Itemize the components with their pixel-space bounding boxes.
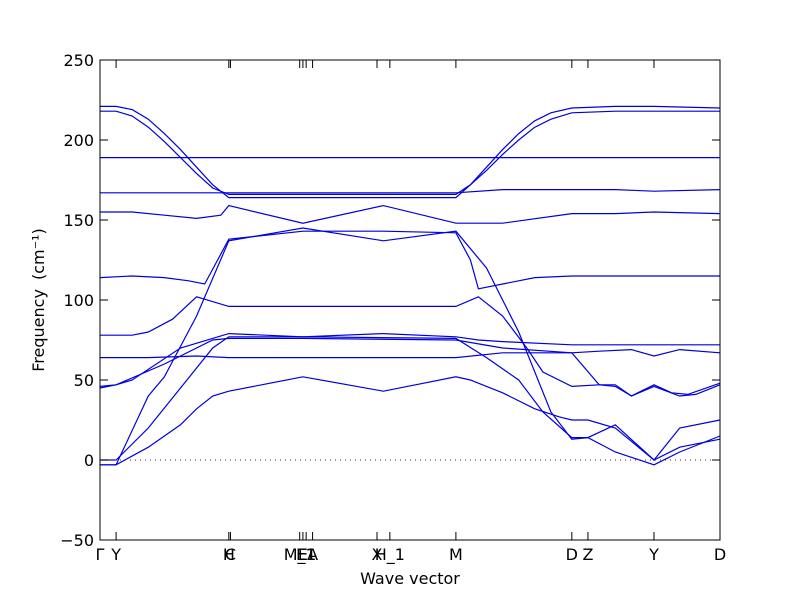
band-8 xyxy=(99,230,720,290)
y-axis: −50 0 50 100 150 200 250 xyxy=(60,51,720,550)
band-12 xyxy=(100,105,721,199)
band-4 xyxy=(99,332,720,389)
y-tick-label: 50 xyxy=(74,371,94,390)
x-tick-label: Y xyxy=(648,545,659,564)
phonon-bands xyxy=(99,105,721,466)
x-tick-label: A xyxy=(307,545,318,564)
band-10 xyxy=(100,189,721,194)
band-9 xyxy=(100,204,721,224)
y-tick-label: 0 xyxy=(84,451,94,470)
y-tick-label: 150 xyxy=(63,211,94,230)
band-6 xyxy=(100,296,721,397)
x-tick-label: M_1 xyxy=(284,545,316,565)
x-tick-label: D xyxy=(714,545,726,564)
y-tick-label: −50 xyxy=(60,531,94,550)
x-tick-label: C xyxy=(225,545,236,564)
y-axis-label-unit: (cm⁻¹) xyxy=(29,228,48,280)
x-tick-label: Y xyxy=(110,545,121,564)
x-tick-label: M xyxy=(449,545,463,564)
x-tick-label: H xyxy=(223,545,235,564)
x-axis-label: Wave vector xyxy=(360,569,460,588)
y-axis-label: Frequency (cm⁻¹) xyxy=(29,228,48,371)
y-tick-label: 200 xyxy=(63,131,94,150)
x-tick-label: H_1 xyxy=(375,545,405,565)
x-tick-label: E xyxy=(298,545,308,564)
band-2 xyxy=(100,336,721,461)
y-tick-label: 250 xyxy=(63,51,94,70)
x-tick-label: Γ xyxy=(96,545,105,564)
band-3 xyxy=(100,227,721,466)
y-axis-label-text: Frequency xyxy=(29,289,48,372)
y-tick-label: 100 xyxy=(63,291,94,310)
band-13 xyxy=(100,110,720,195)
plot-frame xyxy=(99,59,721,541)
x-tick-label: Z xyxy=(582,545,593,564)
band-7 xyxy=(100,348,721,359)
x-tick-label: E1 xyxy=(296,545,316,564)
x-tick-label: X xyxy=(372,545,383,564)
x-tick-label: D xyxy=(566,545,578,564)
